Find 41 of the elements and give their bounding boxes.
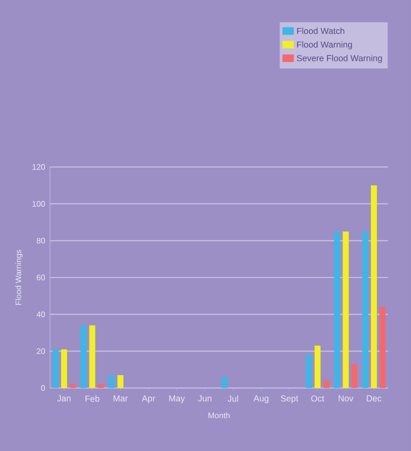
y-tick-label: 0 (41, 385, 45, 391)
x-tick-label: Aug (254, 395, 268, 404)
x-axis-title: Month (208, 412, 230, 418)
x-tick-label: Nov (338, 395, 354, 402)
x-tick-label: Oct (311, 395, 324, 402)
y-tick-label: 60 (36, 274, 45, 280)
x-tick-label: Jan (57, 395, 70, 402)
legend-label: Flood Warning (297, 41, 352, 50)
bar (108, 375, 115, 388)
y-axis-title: Flood Warnings (15, 250, 23, 305)
bar (117, 375, 124, 388)
x-tick-label: Sept (280, 395, 298, 404)
x-tick-label: May (169, 395, 185, 404)
y-tick-label: 40 (36, 312, 45, 318)
bar (314, 346, 321, 388)
x-tick-label: Feb (85, 395, 100, 402)
bar (362, 231, 368, 388)
x-tick-label: Apr (142, 395, 156, 404)
bar (98, 384, 104, 388)
x-tick-label: Jul (228, 395, 238, 402)
bar (89, 325, 96, 388)
bar (323, 380, 330, 388)
y-tick-label: 80 (36, 238, 45, 244)
bar (52, 349, 58, 388)
bar (306, 354, 312, 388)
x-tick-label: Mar (114, 395, 128, 402)
y-tick-label: 20 (36, 348, 45, 354)
x-tick-label: Dec (366, 395, 382, 402)
bar (80, 325, 87, 388)
bar (342, 231, 349, 388)
bar (351, 364, 358, 388)
legend-label: Severe Flood Warning (296, 54, 382, 63)
x-tick-label: Jun (198, 395, 212, 402)
bar (380, 306, 386, 388)
y-tick-label: 100 (32, 201, 45, 207)
bar (370, 185, 377, 388)
bar (221, 376, 228, 388)
bar (61, 349, 68, 388)
bar (334, 231, 340, 388)
y-tick-label: 120 (32, 164, 45, 170)
legend-label: Flood Watch (297, 28, 344, 34)
